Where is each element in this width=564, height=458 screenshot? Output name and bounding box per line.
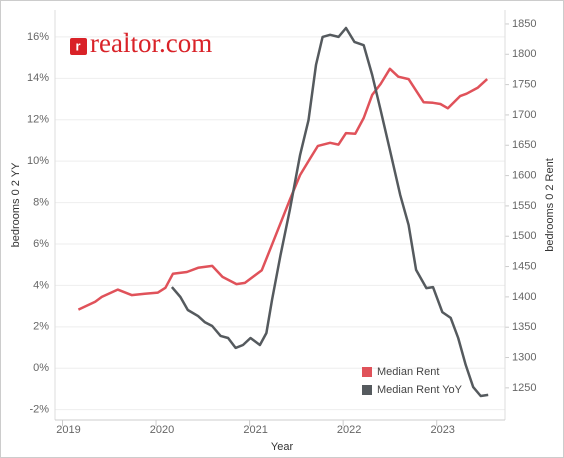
legend-label: Median Rent [377, 366, 439, 378]
y2-tick-label: 1700 [512, 109, 536, 121]
y-tick-label: 14% [27, 72, 49, 84]
y2-tick-label: 1250 [512, 382, 536, 394]
x-tick-label: 2023 [430, 424, 454, 436]
y2-tick-label: 1300 [512, 351, 536, 363]
y-tick-label: -2% [29, 404, 49, 416]
y2-tick-label: 1550 [512, 200, 536, 212]
logo: realtor.com [90, 28, 212, 58]
x-axis-title: Year [271, 441, 294, 453]
y2-tick-label: 1350 [512, 321, 536, 333]
x-tick-label: 2022 [337, 424, 361, 436]
x-tick-label: 2019 [56, 424, 80, 436]
y2-tick-label: 1750 [512, 79, 536, 91]
y2-tick-label: 1450 [512, 260, 536, 272]
y-tick-label: 12% [27, 114, 49, 126]
y2-tick-label: 1600 [512, 169, 536, 181]
y2-tick-label: 1800 [512, 48, 536, 60]
legend-swatch [362, 385, 372, 395]
logo-icon [70, 38, 87, 55]
y-tick-label: 8% [33, 196, 49, 208]
y-tick-label: 10% [27, 155, 49, 167]
x-tick-label: 2021 [243, 424, 267, 436]
y2-axis-title: bedrooms 0 2 Rent [544, 158, 556, 252]
y-tick-label: 2% [33, 321, 49, 333]
y-tick-label: 0% [33, 362, 49, 374]
y2-tick-label: 1850 [512, 18, 536, 30]
line [170, 26, 489, 398]
line [77, 67, 489, 311]
y-tick-label: 16% [27, 31, 49, 43]
y-tick-label: 6% [33, 238, 49, 250]
legend-swatch [362, 367, 372, 377]
x-tick-label: 2020 [150, 424, 174, 436]
legend-label: Median Rent YoY [377, 384, 463, 396]
y2-tick-label: 1650 [512, 139, 536, 151]
y2-tick-label: 1500 [512, 230, 536, 242]
y2-tick-label: 1400 [512, 291, 536, 303]
y-tick-label: 4% [33, 279, 49, 291]
y-axis-title: bedrooms 0 2 YY [10, 162, 22, 247]
logo-icon-letter: r [75, 38, 80, 53]
